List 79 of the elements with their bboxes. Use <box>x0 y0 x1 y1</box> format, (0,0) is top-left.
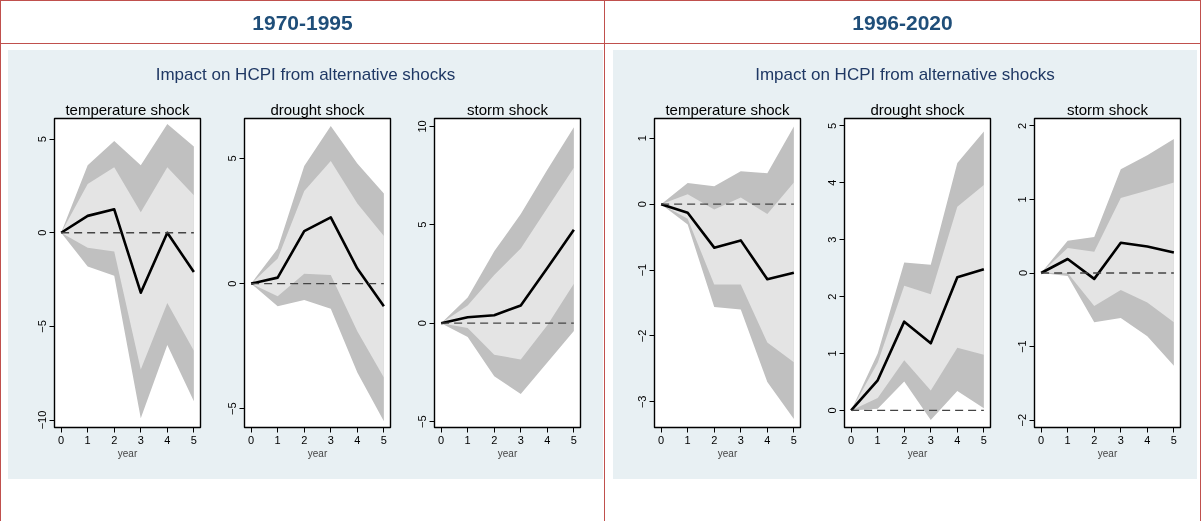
y-tick-label: 3 <box>826 236 839 243</box>
x-tick-label: 2 <box>111 433 118 446</box>
text: Impact on HCPI from alternative shocks <box>755 64 1055 86</box>
y-tick-label: 2 <box>1016 122 1029 129</box>
x-tick-label: 1 <box>1064 433 1071 446</box>
y-tick-label: 2 <box>826 293 839 300</box>
x-tick-label: 1 <box>84 433 91 446</box>
y-tick-label: 4 <box>826 179 839 186</box>
x-tick-label: 3 <box>517 433 524 446</box>
y-tick-label: −2 <box>636 329 649 343</box>
chart-title: storm shock <box>467 100 549 118</box>
y-tick-label: 5 <box>36 136 49 143</box>
chart-title: temperature shock <box>665 100 791 118</box>
x-tick-label: 2 <box>301 433 308 446</box>
y-tick-label: 1 <box>1016 196 1029 203</box>
x-tick-label: 4 <box>764 433 771 446</box>
x-tick-label: 4 <box>354 433 361 446</box>
y-tick-label: 0 <box>636 201 649 208</box>
x-axis-title: year <box>117 447 138 459</box>
x-tick-label: 3 <box>327 433 334 446</box>
x-tick-label: 0 <box>248 433 255 446</box>
x-tick-label: 1 <box>464 433 471 446</box>
x-tick-label: 1 <box>274 433 281 446</box>
text: 1996-2020 <box>852 10 953 36</box>
x-tick-label: 0 <box>848 433 855 446</box>
x-tick-label: 1 <box>874 433 881 446</box>
y-tick-label: −5 <box>416 415 429 428</box>
y-tick-label: 5 <box>416 221 429 228</box>
x-tick-label: 5 <box>380 433 387 446</box>
x-tick-label: 2 <box>901 433 908 446</box>
y-tick-label: 0 <box>826 407 839 414</box>
x-tick-label: 2 <box>491 433 498 446</box>
x-tick-label: 4 <box>544 433 551 446</box>
chart-title: temperature shock <box>65 100 191 118</box>
y-tick-label: −1 <box>1016 340 1029 353</box>
x-tick-label: 4 <box>164 433 171 446</box>
y-tick-label: 5 <box>826 122 839 129</box>
chart-title: drought shock <box>270 100 366 118</box>
y-tick-label: 0 <box>226 280 239 287</box>
x-tick-label: 0 <box>438 433 445 446</box>
x-axis-title: year <box>907 447 928 459</box>
x-axis-title: year <box>497 447 518 459</box>
x-tick-label: 0 <box>658 433 665 446</box>
x-tick-label: 5 <box>980 433 987 446</box>
x-tick-label: 3 <box>137 433 144 446</box>
x-tick-label: 1 <box>684 433 691 446</box>
y-tick-label: −5 <box>36 320 49 333</box>
x-tick-label: 0 <box>1038 433 1045 446</box>
x-tick-label: 4 <box>1144 433 1151 446</box>
x-tick-label: 0 <box>58 433 65 446</box>
x-tick-label: 5 <box>790 433 797 446</box>
text: 1970-1995 <box>252 10 353 36</box>
y-tick-label: 10 <box>416 120 429 133</box>
x-tick-label: 3 <box>927 433 934 446</box>
y-tick-label: 5 <box>226 155 239 162</box>
y-tick-label: −5 <box>226 402 239 416</box>
y-tick-label: 0 <box>1016 269 1029 277</box>
x-tick-label: 3 <box>1117 433 1124 446</box>
x-axis-title: year <box>307 447 328 459</box>
y-tick-label: 0 <box>416 320 429 327</box>
y-tick-label: −10 <box>36 410 49 430</box>
x-tick-label: 5 <box>1170 433 1177 446</box>
x-axis-title: year <box>717 447 738 459</box>
x-axis-title: year <box>1097 447 1118 459</box>
x-tick-label: 5 <box>570 433 577 446</box>
y-tick-label: −3 <box>636 395 649 409</box>
y-tick-label: −1 <box>636 263 649 277</box>
y-tick-label: 1 <box>826 350 839 357</box>
x-tick-label: 4 <box>954 433 961 446</box>
x-tick-label: 5 <box>190 433 197 446</box>
chart-title: drought shock <box>870 100 966 118</box>
x-tick-label: 2 <box>1091 433 1098 446</box>
chart-title: storm shock <box>1067 100 1149 118</box>
y-tick-label: 0 <box>36 229 49 236</box>
x-tick-label: 2 <box>711 433 718 446</box>
x-tick-label: 3 <box>737 433 744 446</box>
text: Impact on HCPI from alternative shocks <box>155 64 456 86</box>
y-tick-label: −2 <box>1016 413 1029 427</box>
y-tick-label: 1 <box>636 135 649 142</box>
